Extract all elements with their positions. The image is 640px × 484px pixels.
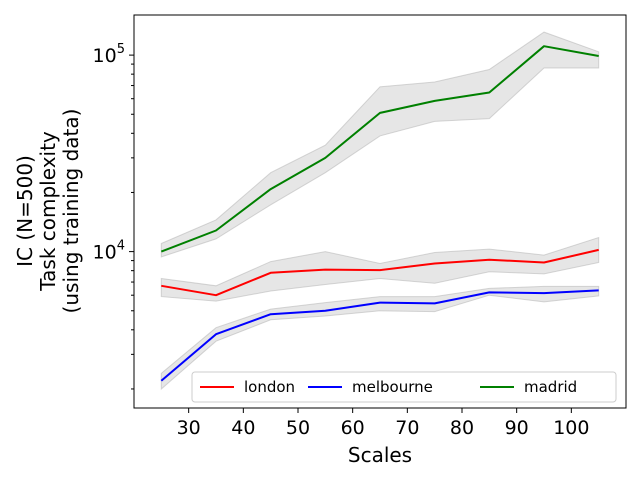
y-axis-ticks: 104 105	[93, 42, 134, 390]
y-axis-label-line-2: Task complexity	[36, 131, 60, 292]
x-tick-label: 100	[553, 417, 589, 439]
x-tick-label: 90	[505, 417, 529, 439]
series-lines	[160, 45, 599, 382]
x-axis-label: Scales	[348, 443, 412, 467]
x-tick-label: 70	[395, 417, 419, 439]
band-melbourne	[160, 285, 600, 391]
legend-frame	[191, 371, 617, 403]
legend: london melbourne madrid	[191, 371, 617, 403]
x-tick-label: 60	[341, 417, 365, 439]
line-madrid	[160, 45, 599, 253]
x-tick-label: 40	[231, 417, 255, 439]
legend-label-melbourne: melbourne	[352, 378, 433, 396]
x-tick-label: 50	[286, 417, 310, 439]
y-tick-label: 104	[93, 239, 125, 264]
band-madrid	[160, 31, 600, 258]
axes-frame	[133, 14, 627, 409]
confidence-bands	[160, 31, 600, 391]
y-axis-label-line-3: (using training data)	[59, 109, 83, 314]
line-melbourne	[160, 289, 599, 382]
x-axis-ticks: 30 40 50 60 70 80 90 100	[177, 408, 589, 439]
x-tick-label: 30	[177, 417, 201, 439]
legend-label-london: london	[244, 378, 295, 396]
y-tick-label: 105	[93, 42, 125, 67]
x-tick-label: 80	[450, 417, 474, 439]
line-london	[161, 248, 599, 297]
y-axis-label-line-1: IC (N=500)	[13, 155, 37, 267]
legend-label-madrid: madrid	[524, 378, 577, 396]
